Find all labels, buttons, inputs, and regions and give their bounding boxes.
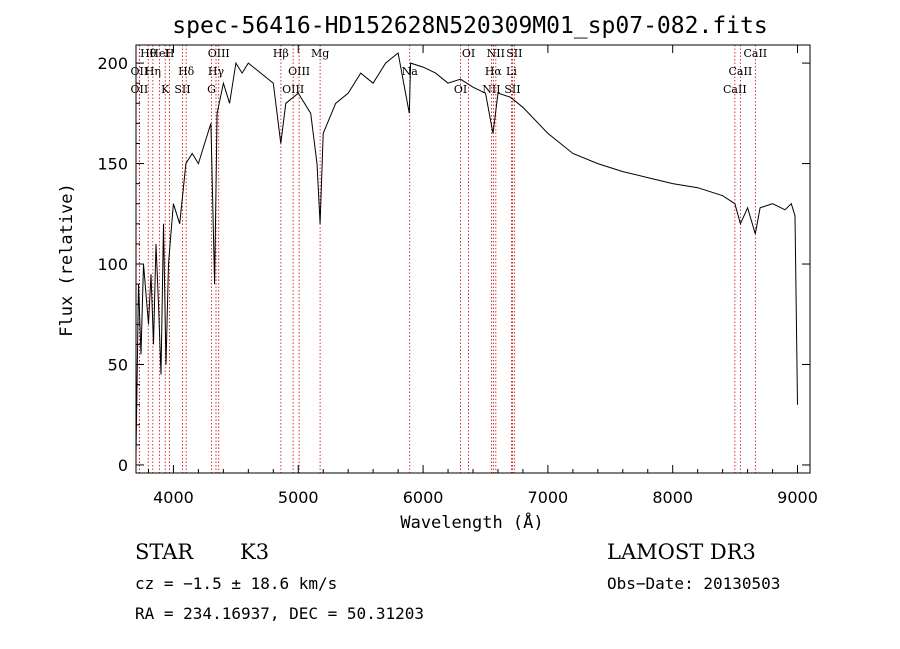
line-marker-label: SII [174, 83, 190, 96]
line-marker-label: SII [506, 47, 522, 60]
line-marker-label: OII [131, 65, 149, 78]
line-marker-label: Hδ [178, 65, 195, 78]
line-marker-label: OIII [288, 65, 310, 78]
spectrum-line [135, 52, 798, 455]
survey-name: LAMOST DR3 [607, 540, 756, 564]
x-tick-label: 4000 [153, 488, 194, 507]
y-tick-label: 50 [108, 355, 128, 374]
line-marker-label: CaII [729, 65, 753, 78]
line-marker-label: Mg [311, 47, 329, 60]
x-tick-label: 7000 [528, 488, 569, 507]
x-tick-label: 6000 [403, 488, 444, 507]
line-marker-label: CaII [723, 83, 747, 96]
object-class: STAR [135, 540, 194, 564]
line-marker-label: Hθ [140, 47, 157, 60]
line-marker-label: K [161, 83, 170, 96]
line-marker-label: OII [131, 83, 149, 96]
x-tick-label: 9000 [777, 488, 818, 507]
x-axis-label: Wavelength (Å) [400, 511, 543, 533]
line-marker-label: H [165, 47, 175, 60]
chart-title: spec-56416-HD152628N520309M01_sp07-082.f… [172, 13, 767, 39]
observation-date: Obs−Date: 20130503 [607, 574, 780, 593]
plot-frame [135, 44, 811, 474]
y-tick-label: 150 [97, 155, 128, 174]
line-marker-labels: HθOIIOIIHeIHηKHHδSIIOIIIHγGHβOIIIOIIIMgN… [131, 47, 768, 96]
y-tick-label: 100 [97, 255, 128, 274]
line-marker-label: OI [454, 83, 467, 96]
y-tick-label: 0 [118, 456, 128, 475]
line-marker-label: HeI [149, 47, 169, 60]
line-marker-label: Hγ [208, 65, 225, 78]
line-marker-label: NII [482, 83, 500, 96]
line-marker-label: G [207, 83, 216, 96]
line-marker-label: NII [487, 47, 505, 60]
line-marker-label: OIII [208, 47, 230, 60]
line-marker-label: Hβ [273, 47, 289, 60]
y-axis-label: Flux (relative) [57, 183, 77, 337]
object-subclass: K3 [240, 540, 269, 564]
coordinates: RA = 234.16937, DEC = 50.31203 [135, 604, 424, 623]
x-axis-ticks: 4000 5000 6000 7000 8000 9000 [147, 45, 818, 507]
line-marker-label: Hα [485, 65, 503, 78]
redshift-value: cz = −1.5 ± 18.6 km/s [135, 574, 337, 593]
line-marker-label: SII [504, 83, 520, 96]
line-marker-label: OI [462, 47, 475, 60]
line-marker-label: OIII [282, 83, 304, 96]
x-tick-label: 8000 [652, 488, 693, 507]
y-tick-label: 200 [97, 54, 128, 73]
line-marker-label: Li [506, 65, 517, 78]
x-tick-label: 5000 [278, 488, 319, 507]
y-axis-ticks: 0 50 100 150 200 [97, 54, 810, 475]
line-markers [138, 45, 756, 473]
line-marker-label: CaII [743, 47, 767, 60]
line-marker-label: Hη [145, 65, 161, 78]
